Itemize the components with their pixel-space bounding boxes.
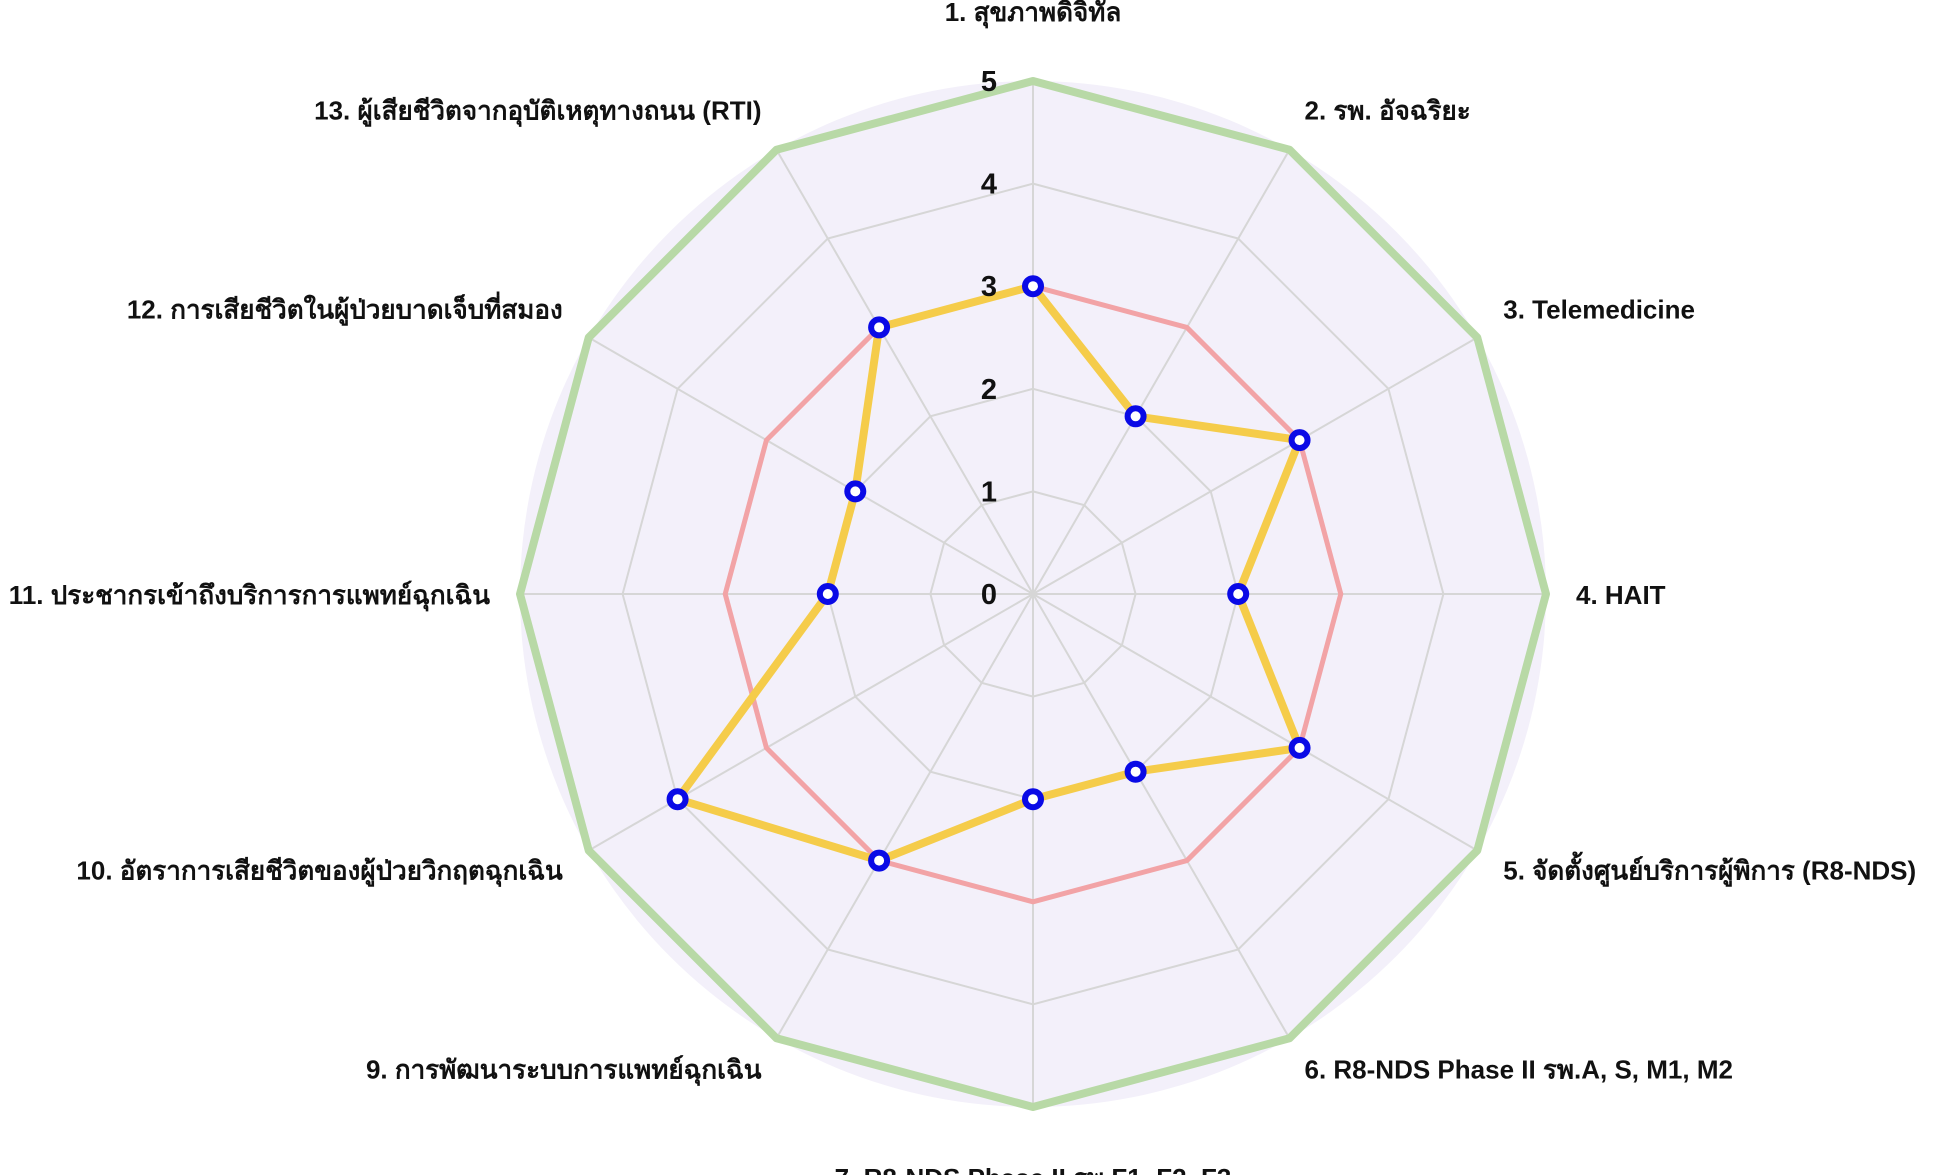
spoke-2 <box>1032 149 1291 595</box>
axis-label-10: 11. ประชากรเข้าถึงบริการการแพทย์ฉุกเฉิน <box>9 580 490 612</box>
tick-labels: 0 1 2 3 4 5 <box>981 66 997 611</box>
axis-label-5: 5. จัดตั้งศูนย์บริการผู้พิการ (R8-NDS) <box>1503 851 1916 888</box>
tick-label-3: 3 <box>981 271 997 303</box>
axis-label-2: 2. รพ. อัจฉริยะ <box>1305 96 1471 126</box>
data-point-12 <box>868 316 891 339</box>
axis-label-4: 4. HAIT <box>1576 580 1666 610</box>
marker-layer <box>666 275 1311 872</box>
data-point-7 <box>1022 788 1044 811</box>
axis-label-9: 10. อัตราการเสียชีวิตของผู้ป่วยวิกฤตฉุกเ… <box>76 856 563 888</box>
tick-label-0: 0 <box>981 579 997 611</box>
axis-label-1: 1. สุขภาพดิจิทัล <box>945 0 1122 29</box>
axis-label-6: 6. R8-NDS Phase II รพ.A, S, M1, M2 <box>1305 1054 1733 1084</box>
axis-label-7: 7. R8-NDS Phase II รพ.F1, F2, F3 <box>835 1163 1232 1175</box>
axis-label-3: 3. Telemedicine <box>1503 295 1695 325</box>
data-point-1 <box>1022 275 1044 298</box>
data-point-8 <box>868 849 891 872</box>
spoke-9 <box>588 593 1034 852</box>
tick-label-1: 1 <box>981 476 997 508</box>
spoke-8 <box>775 593 1034 1039</box>
series-3-line <box>516 77 1550 1111</box>
data-point-2 <box>1124 405 1147 428</box>
data-point-11 <box>844 480 867 503</box>
axis-labels: 1. สุขภาพดิจิทัล 2. รพ. อัจฉริยะ 3. Teleme… <box>9 0 1916 1175</box>
axis-label-8: 9. การพัฒนาระบบการแพทย์ฉุกเฉิน <box>366 1054 762 1086</box>
axis-label-11: 12. การเสียชีวิตในผู้ป่วยบาดเจ็บที่สมอง <box>127 291 563 327</box>
spoke-11 <box>588 336 1034 595</box>
spoke-6 <box>1032 593 1291 1039</box>
axis-label-12: 13. ผู้เสียชีวิตจากอุบัติเหตุทางถนน (RTI… <box>314 96 761 128</box>
spoke-12 <box>775 149 1034 595</box>
tick-label-2: 2 <box>981 374 997 406</box>
spoke-5 <box>1032 593 1478 852</box>
data-point-3 <box>1288 429 1311 452</box>
data-point-6 <box>1124 760 1147 783</box>
tick-label-4: 4 <box>981 169 997 201</box>
data-point-9 <box>666 788 689 811</box>
data-point-4 <box>1227 583 1250 605</box>
data-point-5 <box>1288 736 1311 759</box>
data-point-10 <box>816 583 839 605</box>
tick-label-5: 5 <box>981 66 997 98</box>
spoke-3 <box>1032 336 1478 595</box>
